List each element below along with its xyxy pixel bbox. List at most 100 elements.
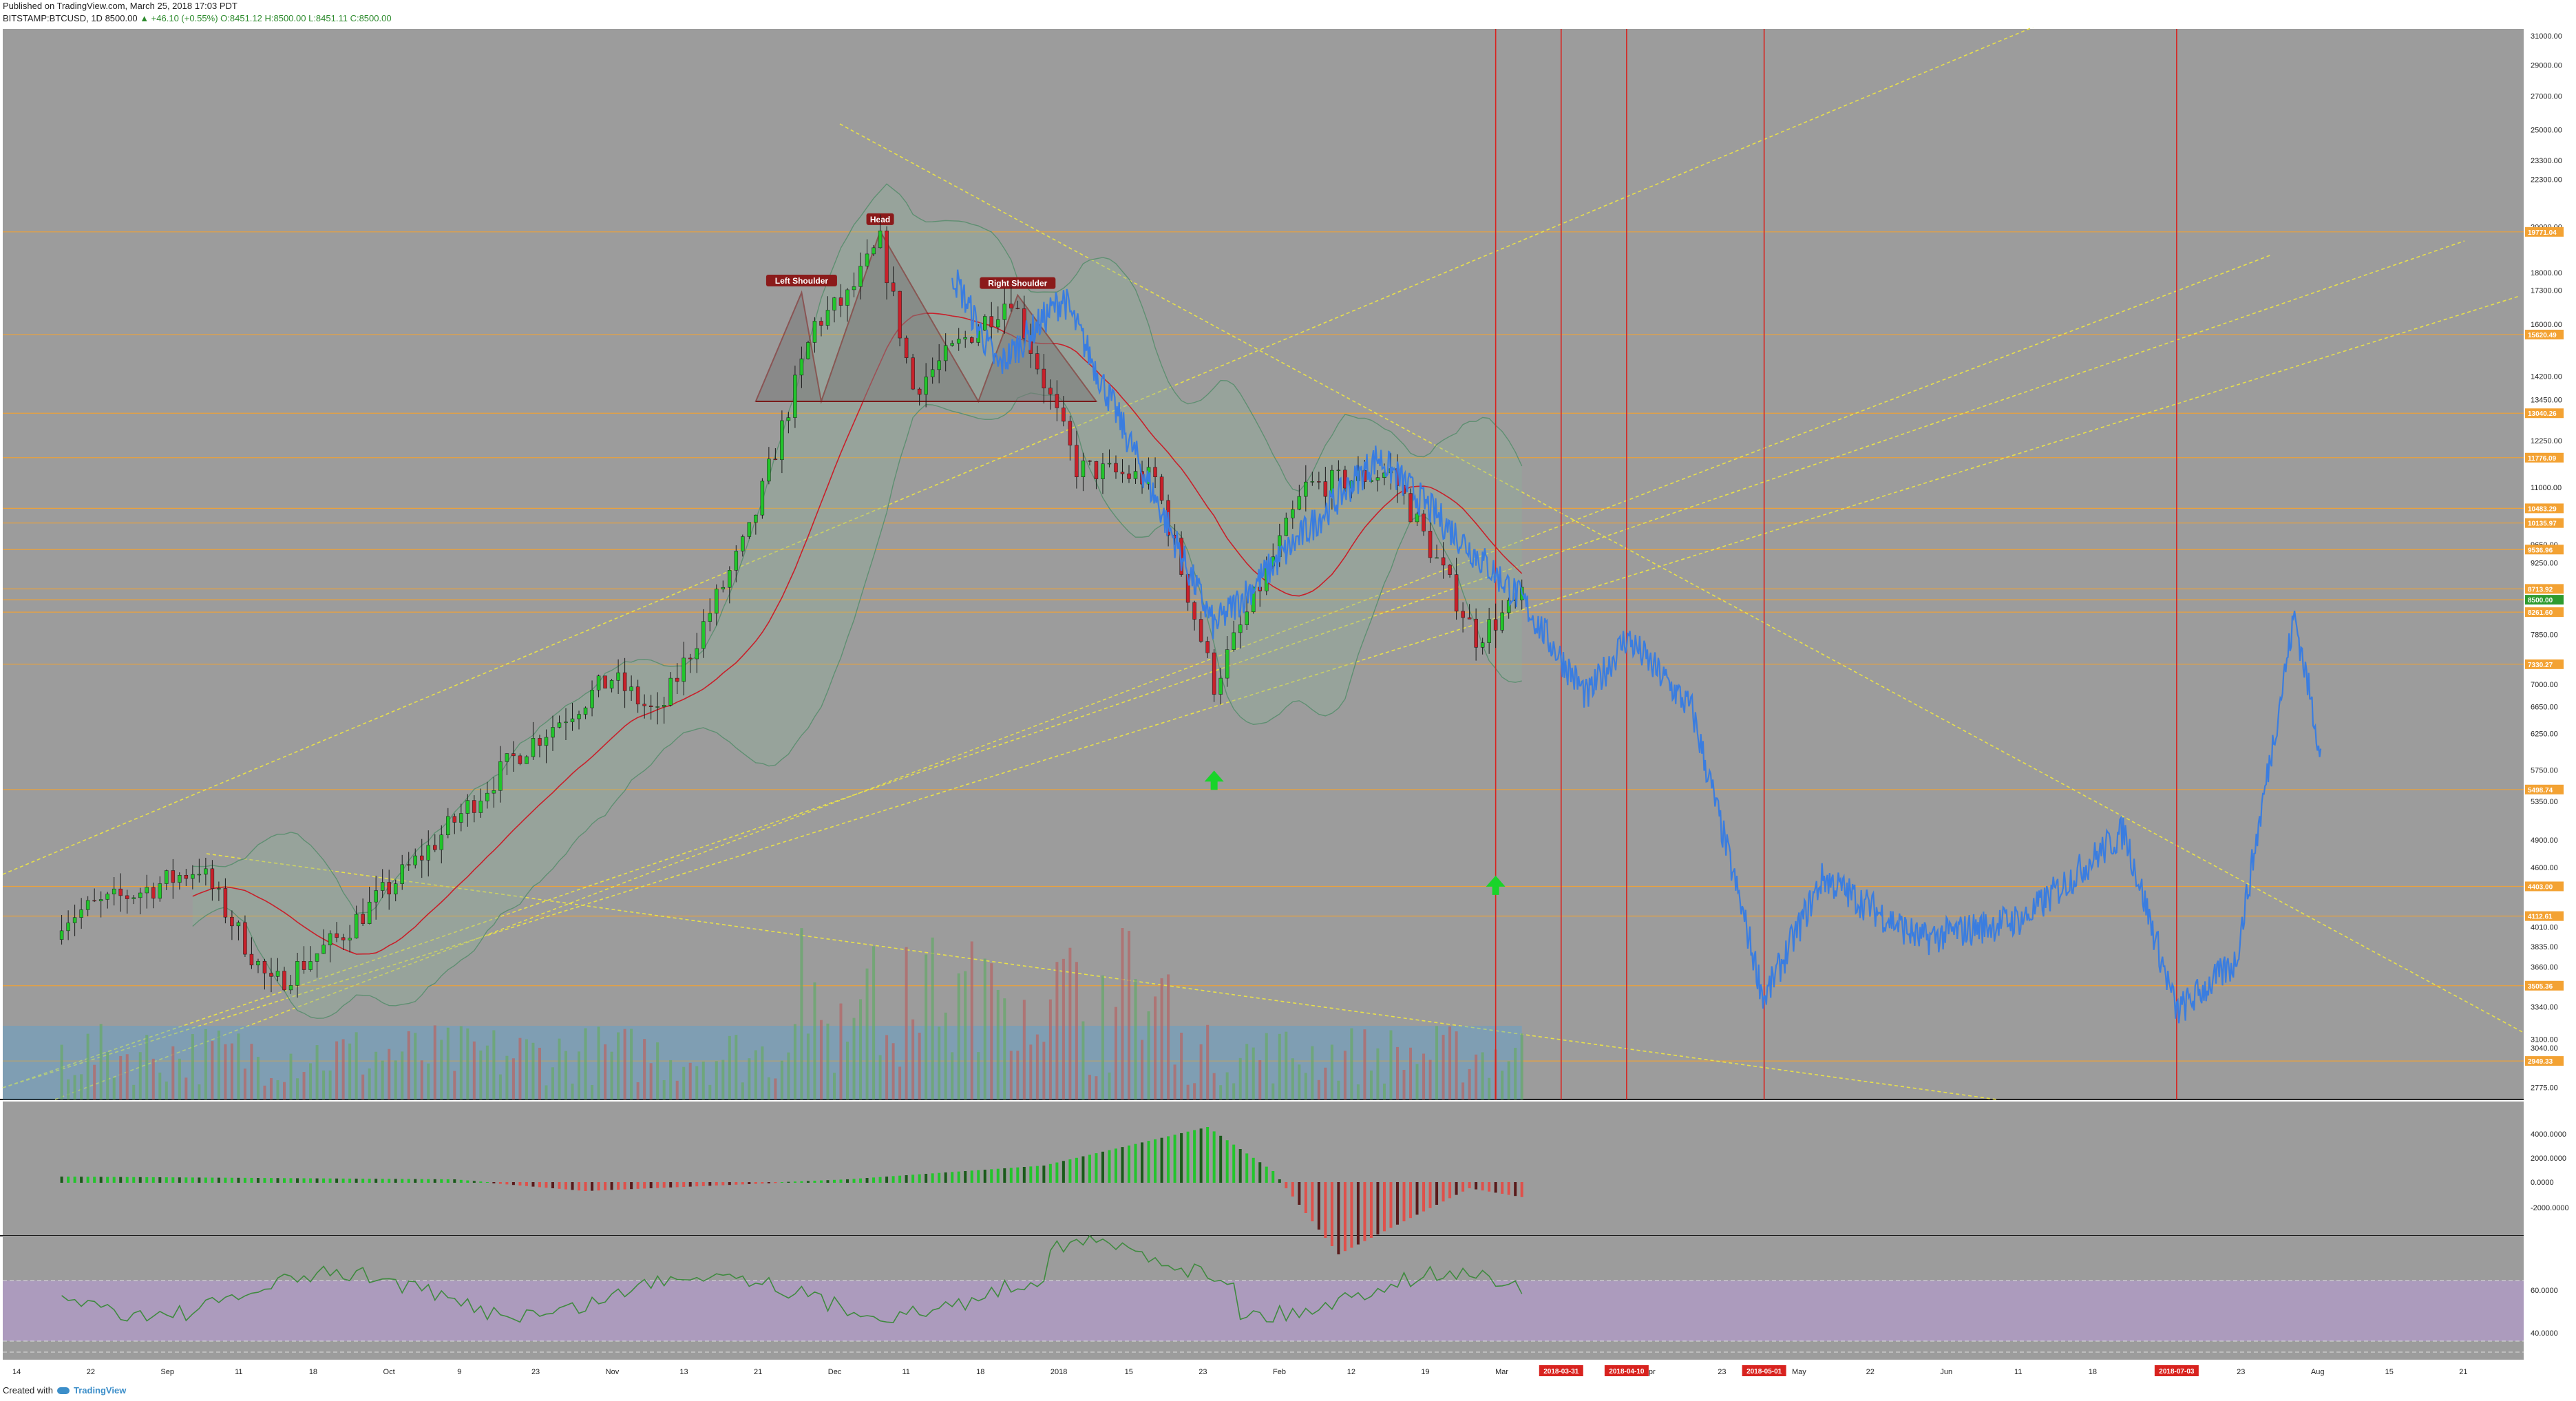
macd-bar bbox=[453, 1179, 456, 1183]
price-tag: 9536.96 bbox=[2525, 545, 2564, 555]
macd-bar bbox=[793, 1181, 796, 1183]
volume-bar bbox=[348, 1043, 352, 1099]
volume-bar bbox=[1042, 1042, 1046, 1099]
candle bbox=[989, 302, 994, 343]
macd-bar bbox=[427, 1179, 430, 1183]
macd-bar bbox=[826, 1180, 830, 1183]
volume-bar bbox=[1035, 1034, 1039, 1099]
price-axis-tick: 3660.00 bbox=[2531, 963, 2558, 971]
macd-bar bbox=[1514, 1182, 1517, 1197]
volume-bar bbox=[656, 1042, 659, 1099]
volume-bar bbox=[1206, 1024, 1210, 1099]
candle bbox=[1467, 604, 1472, 620]
candle bbox=[538, 735, 542, 758]
main-pane[interactable] bbox=[3, 29, 2524, 1099]
candle bbox=[1428, 518, 1433, 563]
candle bbox=[1192, 600, 1196, 631]
volume-bar bbox=[269, 1078, 273, 1099]
candle bbox=[1062, 396, 1066, 427]
volume-bar bbox=[1212, 1073, 1216, 1099]
macd-bar bbox=[119, 1177, 123, 1183]
candle bbox=[66, 910, 70, 940]
macd-bar bbox=[911, 1174, 915, 1183]
macd-bar bbox=[1101, 1151, 1104, 1183]
candle bbox=[1055, 380, 1059, 421]
candle bbox=[158, 876, 162, 902]
volume-bar bbox=[276, 1079, 279, 1099]
time-axis-tick: 18 bbox=[309, 1368, 317, 1376]
macd-bar bbox=[1376, 1182, 1380, 1235]
symbol-line: BITSTAMP:BTCUSD, 1D 8500.00 ▲ +46.10 (+0… bbox=[3, 12, 392, 25]
macd-bar bbox=[1258, 1162, 1262, 1183]
tradingview-brand[interactable]: TradingView bbox=[73, 1385, 127, 1395]
macd-bar bbox=[1350, 1182, 1353, 1248]
macd-bar bbox=[918, 1174, 921, 1183]
macd-bar bbox=[401, 1179, 404, 1183]
volume-bar bbox=[872, 946, 876, 1099]
volume-bar bbox=[859, 999, 863, 1099]
candle bbox=[217, 881, 221, 901]
macd-bar bbox=[315, 1178, 319, 1183]
svg-text:8261.60: 8261.60 bbox=[2528, 609, 2553, 617]
time-axis-tick: 11 bbox=[235, 1368, 242, 1376]
price-tag: 13040.26 bbox=[2525, 408, 2564, 419]
candle bbox=[819, 317, 823, 337]
macd-axis-tick: 0.0000 bbox=[2531, 1179, 2554, 1187]
candle bbox=[465, 794, 470, 827]
price-tags: 19771.04 15620.49 13040.26 11776.09 10483.29… bbox=[2525, 227, 2564, 1066]
macd-bar bbox=[604, 1182, 607, 1190]
candle bbox=[1474, 608, 1478, 661]
volume-bar bbox=[309, 1063, 313, 1099]
macd-bar bbox=[695, 1182, 699, 1187]
price-axis-tick: 11000.00 bbox=[2531, 484, 2562, 492]
candle bbox=[688, 653, 693, 673]
candle bbox=[812, 317, 817, 353]
volume-bar bbox=[701, 1061, 705, 1099]
bollinger-lower bbox=[192, 392, 1522, 1019]
volume-bar bbox=[1173, 1064, 1176, 1099]
candle bbox=[118, 873, 123, 912]
candle bbox=[1317, 472, 1321, 489]
macd-pane[interactable] bbox=[3, 1102, 2524, 1235]
volume-bar bbox=[525, 1039, 528, 1099]
candle bbox=[983, 314, 987, 331]
macd-bar bbox=[132, 1177, 136, 1183]
candlestick-series bbox=[59, 214, 1524, 998]
volume-bar bbox=[538, 1047, 541, 1099]
candle bbox=[956, 328, 961, 351]
candle bbox=[806, 340, 810, 360]
time-axis-tick: 11 bbox=[902, 1368, 909, 1376]
price-axis-tick: 18000.00 bbox=[2531, 269, 2562, 277]
price-axis-area[interactable] bbox=[2524, 29, 2576, 1360]
volume-bar bbox=[996, 989, 1000, 1099]
volume-bar bbox=[1186, 1084, 1190, 1099]
candle bbox=[335, 922, 339, 942]
macd-bar bbox=[1134, 1144, 1137, 1183]
volume-bar bbox=[106, 1052, 109, 1099]
macd-bar bbox=[466, 1180, 469, 1183]
macd-bar bbox=[1395, 1182, 1399, 1225]
candle bbox=[1506, 598, 1511, 619]
macd-bar bbox=[1409, 1182, 1413, 1219]
time-axis-area[interactable] bbox=[0, 1360, 2576, 1384]
macd-bar bbox=[80, 1177, 83, 1183]
candle bbox=[917, 387, 922, 406]
macd-bar bbox=[178, 1177, 181, 1183]
volume-bar bbox=[898, 1066, 902, 1099]
time-axis-tick: 18 bbox=[2089, 1368, 2097, 1376]
candle bbox=[380, 869, 385, 898]
volume-bar bbox=[1461, 1082, 1465, 1099]
macd-bar bbox=[1212, 1131, 1216, 1183]
macd-bar bbox=[1232, 1144, 1236, 1183]
svg-text:19771.04: 19771.04 bbox=[2528, 229, 2557, 237]
candle bbox=[943, 333, 948, 372]
macd-bar bbox=[531, 1182, 535, 1187]
candle bbox=[145, 874, 149, 909]
volume-bar bbox=[459, 1026, 463, 1099]
macd-bar bbox=[1278, 1179, 1281, 1183]
volume-bar bbox=[322, 1070, 326, 1099]
macd-bar bbox=[1154, 1139, 1157, 1183]
macd-bar bbox=[780, 1182, 783, 1183]
time-axis-tick: Feb bbox=[1273, 1368, 1286, 1376]
